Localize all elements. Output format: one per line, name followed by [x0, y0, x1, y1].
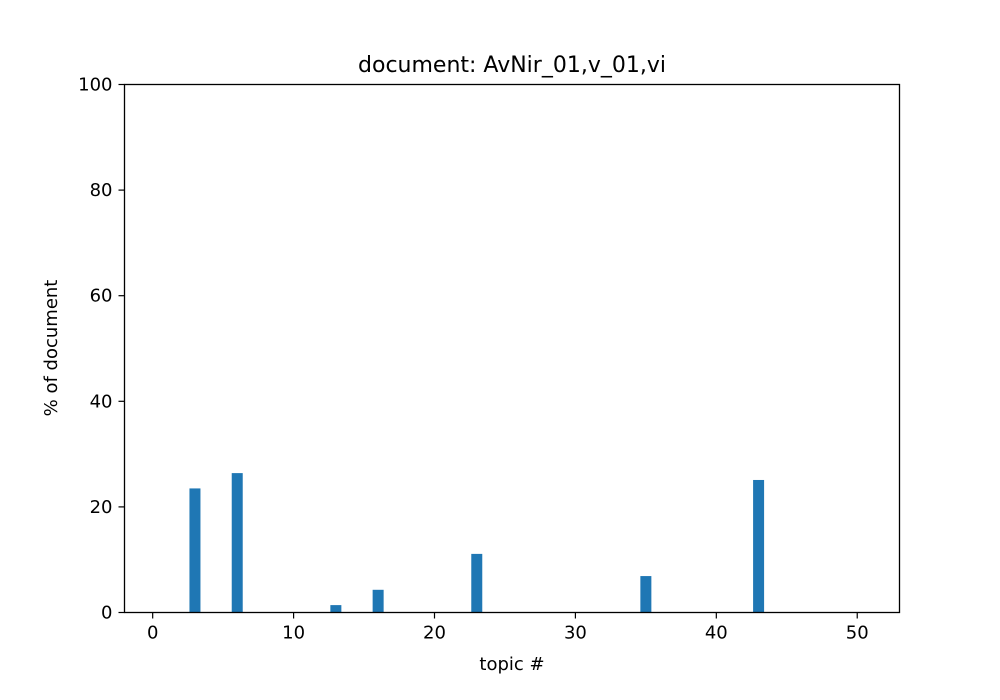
x-tick-label: 30 — [564, 623, 587, 644]
bar-topic-3 — [189, 488, 201, 613]
ticks-group: 0 10 20 30 40 50 0 20 40 60 80 100 — [78, 75, 869, 644]
plot-frame — [123, 83, 901, 614]
chart-title: document: AvNir_01,v_01,vi — [358, 53, 666, 78]
y-tick-label: 100 — [78, 75, 112, 96]
bars-group — [189, 473, 765, 613]
x-tick-label: 40 — [705, 623, 728, 644]
y-axis-label: % of document — [41, 280, 62, 417]
bar-topic-43 — [753, 479, 765, 613]
bar-topic-35 — [640, 576, 652, 613]
x-tick-label: 20 — [423, 623, 446, 644]
bar-topic-6 — [231, 473, 243, 613]
y-tick-label: 40 — [90, 391, 113, 412]
x-tick-label: 0 — [147, 623, 158, 644]
y-tick-label: 20 — [90, 497, 113, 518]
bar-topic-13 — [330, 605, 342, 613]
y-tick-label: 0 — [101, 603, 112, 624]
y-tick-label: 60 — [90, 286, 113, 307]
y-tick-label: 80 — [90, 180, 113, 201]
x-axis-label: topic # — [479, 654, 544, 675]
x-tick-label: 50 — [846, 623, 869, 644]
bar-topic-16 — [372, 589, 384, 613]
bar-topic-23 — [471, 553, 483, 613]
x-tick-label: 10 — [282, 623, 305, 644]
